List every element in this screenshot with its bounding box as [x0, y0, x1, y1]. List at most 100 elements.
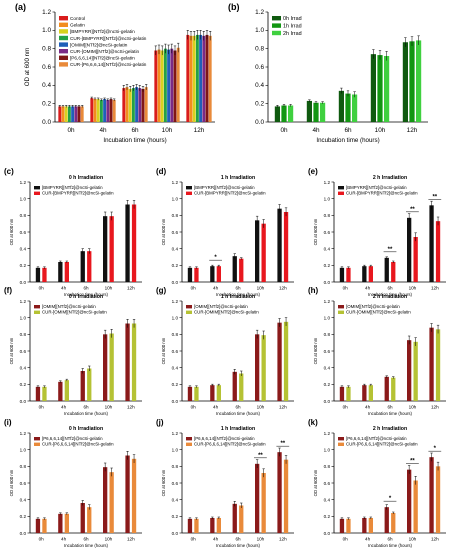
- bar: [187, 267, 193, 282]
- y-tick-label: 1.0: [324, 196, 331, 201]
- panel-label: (k): [308, 418, 318, 427]
- bar: [377, 55, 383, 123]
- y-tick-label: 0.6: [20, 481, 27, 486]
- x-tick-label: 0h: [191, 537, 197, 542]
- x-tick-label: 6h: [387, 405, 393, 410]
- x-tick-label: 6h: [83, 286, 89, 291]
- legend-swatch: [338, 310, 344, 314]
- chart-title: 2 h Irradiation: [373, 294, 407, 300]
- x-tick-label: 6h: [235, 405, 241, 410]
- x-axis-label: Incubation time (hours): [64, 292, 109, 297]
- y-tick-label: 0.4: [172, 246, 179, 251]
- x-tick-label: 12h: [194, 127, 205, 134]
- legend-swatch: [59, 22, 68, 27]
- panel-label: (d): [156, 167, 167, 176]
- y-tick-label: 0.8: [42, 45, 51, 52]
- panel-label: (c): [4, 167, 14, 176]
- x-tick-label: 10h: [409, 537, 417, 542]
- bar: [409, 41, 415, 123]
- bar: [64, 262, 69, 282]
- bar: [112, 100, 116, 122]
- bar: [345, 93, 351, 122]
- x-tick-label: 12h: [279, 537, 287, 542]
- bar: [67, 106, 71, 122]
- bar: [362, 266, 367, 282]
- x-tick-label: 10h: [105, 286, 113, 291]
- y-tick-label: 1.2: [20, 180, 27, 185]
- y-tick-label: 1.0: [20, 447, 27, 452]
- x-tick-label: 4h: [61, 405, 67, 410]
- x-tick-label: 6h: [387, 286, 393, 291]
- y-tick-label: 0.4: [172, 365, 179, 370]
- y-axis-label: OD at 600 nm: [313, 337, 318, 364]
- bar: [232, 256, 237, 282]
- y-tick-label: 0.8: [20, 213, 27, 218]
- x-axis-label: Incubation time (hours): [216, 543, 261, 548]
- legend-label: Gelatin: [70, 23, 85, 28]
- bar: [58, 262, 63, 282]
- y-tick-label: 0.0: [172, 531, 179, 536]
- x-tick-label: 10h: [257, 537, 265, 542]
- y-tick-label: 0.4: [20, 497, 27, 502]
- bar: [339, 267, 345, 282]
- x-tick-label: 0h: [343, 286, 349, 291]
- x-tick-label: 12h: [127, 537, 135, 542]
- bar: [261, 223, 266, 282]
- y-tick-label: 0.0: [324, 399, 331, 404]
- legend-swatch: [338, 305, 344, 309]
- x-tick-label: 4h: [365, 405, 371, 410]
- legend-label: [P6,6,6,14][NTf2]@ncSi-gelatin: [70, 56, 135, 61]
- x-tick-label: 4h: [213, 286, 219, 291]
- y-tick-label: 1.2: [172, 431, 179, 436]
- bar: [283, 212, 289, 282]
- bar: [64, 513, 69, 533]
- bar: [74, 106, 78, 122]
- bar: [391, 377, 396, 401]
- legend-label: [OMIM][NTf2]@ncSi-gelatin: [42, 304, 96, 309]
- bar: [255, 220, 260, 282]
- significance-marker: **: [410, 459, 415, 465]
- bar: [384, 257, 389, 282]
- panel-label: (i): [4, 418, 12, 427]
- chart-panel-i: (i) 0 h Irradiation 0.0 0.2 0.4 0.6 0.8 1.0 1.2 O…: [4, 418, 142, 548]
- x-tick-label: 6h: [387, 537, 393, 542]
- chart-panel-h: (h) 2 h Irradiation 0.0 0.2 0.4 0.6 0.8 1.0 1.2 O…: [308, 286, 446, 416]
- bar: [199, 34, 203, 122]
- legend-swatch: [338, 186, 344, 190]
- bar: [281, 105, 287, 122]
- y-tick-label: 0.2: [324, 263, 331, 268]
- y-axis-label: OD at 600 nm: [24, 48, 31, 87]
- x-tick-label: 12h: [127, 286, 135, 291]
- bar: [93, 99, 97, 122]
- legend-label: CUR-[OMIM][NTf2]@ncSi-gelatin: [70, 49, 139, 54]
- y-tick-label: 1.0: [324, 315, 331, 320]
- chart-panel-e: (e) 2 h Irradiation 0.0 0.2 0.4 0.6 0.8 1.0 1.2 O…: [308, 167, 446, 297]
- bar: [435, 221, 441, 282]
- y-tick-label: 0.8: [172, 464, 179, 469]
- bar: [194, 386, 199, 401]
- legend-swatch: [186, 442, 192, 446]
- y-tick-label: 1.0: [255, 27, 264, 34]
- legend-label: CUR-[OMIM][NTf2]@ncSi-gelatin: [346, 310, 411, 315]
- bar: [187, 518, 193, 533]
- x-axis-label: Incubation time (hours): [368, 411, 413, 416]
- y-tick-label: 1.2: [172, 299, 179, 304]
- chart-panel-k: (k) 2 h Irradiation 0.0 0.2 0.4 0.6 0.8 1.0 1.2 O…: [308, 418, 446, 548]
- bar: [131, 88, 135, 122]
- bar: [135, 87, 139, 122]
- y-tick-label: 1.2: [42, 9, 51, 16]
- bar: [138, 88, 142, 122]
- y-tick-label: 1.2: [324, 431, 331, 436]
- y-tick-label: 0.4: [20, 246, 27, 251]
- legend-label: 2h Irrad: [283, 31, 302, 37]
- x-axis-label: Incubation time (hours): [368, 292, 413, 297]
- bar: [239, 373, 244, 401]
- significance-marker: *: [389, 496, 392, 502]
- bar: [58, 106, 62, 122]
- panel-label: (f): [4, 286, 12, 295]
- bar: [216, 385, 221, 401]
- bar: [384, 376, 389, 401]
- bar: [339, 386, 345, 401]
- x-tick-label: 10h: [409, 405, 417, 410]
- panel-label: (a): [15, 2, 26, 12]
